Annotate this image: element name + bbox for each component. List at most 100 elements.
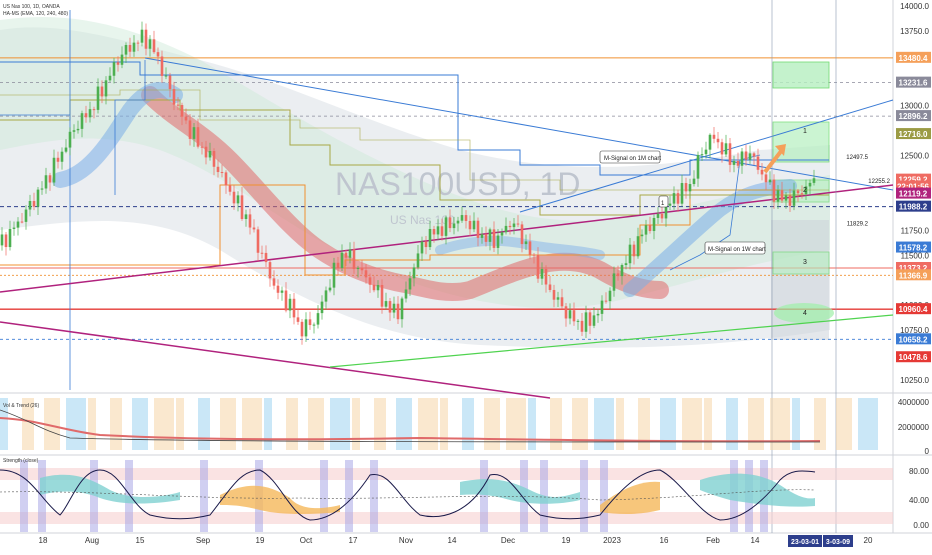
candle-body [768, 179, 772, 183]
orange-arrow-head [775, 144, 786, 156]
strength-pane [0, 460, 893, 532]
candle-body [496, 235, 500, 248]
vol-bar [286, 398, 298, 450]
candle-body [392, 303, 396, 313]
candle-body [400, 298, 404, 320]
candle-body [56, 157, 60, 162]
candle-body [100, 86, 104, 97]
candle-body [260, 252, 264, 254]
vol-bar [418, 398, 438, 450]
strength-stripe [320, 460, 328, 532]
candle-body [164, 75, 168, 77]
candle-body [76, 128, 80, 131]
price-label-bg [896, 303, 931, 315]
candle-body [680, 183, 684, 204]
candle-body [672, 193, 676, 204]
candle-body [236, 195, 240, 204]
vol-bar [616, 398, 624, 450]
candle-body [360, 267, 364, 271]
price-label-bg [896, 128, 931, 140]
vol-bar [242, 398, 262, 450]
candle-body [608, 290, 612, 302]
candle-body [96, 86, 100, 110]
candle-body [692, 178, 696, 185]
vol-bar [814, 398, 826, 450]
candle-body [112, 62, 116, 76]
price-label: 12259.2 [899, 176, 928, 185]
candle-body [168, 75, 172, 90]
candle-body [624, 263, 628, 266]
candle-body [300, 321, 304, 337]
candle-body [228, 185, 232, 192]
candle-body [344, 252, 348, 258]
vol-bar [352, 398, 360, 450]
candle-body [796, 190, 800, 194]
candle-body [152, 39, 156, 53]
vol-bar [154, 398, 174, 450]
strength-stripe [345, 460, 353, 532]
candle-body [368, 277, 372, 285]
candle-body [396, 303, 400, 320]
candle-body [752, 153, 756, 157]
candle-body [328, 287, 332, 291]
x-highlight-label: 23-03-01 [791, 539, 819, 546]
vol-bar [594, 398, 614, 450]
price-label-bg [896, 269, 931, 281]
price-label-bg [896, 173, 931, 185]
candle-body [116, 62, 120, 65]
candle-body [556, 297, 560, 300]
candle-body [700, 154, 704, 156]
candle-body [644, 225, 648, 235]
candle-body [304, 319, 308, 337]
candle-body [284, 290, 288, 311]
candle-body [604, 300, 608, 302]
price-label: 12896.2 [899, 112, 928, 121]
candle-body [256, 229, 260, 253]
price-label: 12119.2 [899, 190, 928, 199]
vol-bar [572, 398, 588, 450]
price-label: 10960.4 [899, 305, 928, 314]
price-label-bg [896, 200, 931, 212]
candle-body [364, 270, 368, 278]
candle-body [248, 214, 252, 228]
candle-body [28, 200, 32, 210]
vol-bar [88, 398, 96, 450]
vol-bar [748, 398, 764, 450]
price-label-bg [896, 333, 931, 345]
strength-area-orange [220, 485, 340, 515]
x-tick-label: 2023 [603, 536, 621, 545]
strength-midline [0, 489, 816, 501]
y-tick-label: 11500.0 [901, 251, 930, 260]
vol-bar [110, 398, 122, 450]
candle-body [272, 278, 276, 286]
vol-bar [440, 398, 448, 450]
candle-body [340, 252, 344, 269]
candle-body [84, 113, 88, 118]
candle-body [380, 284, 384, 307]
vol-bar [264, 398, 272, 450]
candle-body [568, 310, 572, 319]
candle-body [292, 298, 296, 318]
candle-body [184, 116, 188, 121]
candle-body [252, 227, 256, 230]
candle-body [40, 188, 44, 190]
strength-tick: 80.00 [909, 467, 930, 476]
candle-body [172, 89, 176, 105]
vol-trend-line [0, 417, 821, 443]
price-label: 11578.2 [899, 244, 928, 253]
candle-body [92, 109, 96, 111]
candle-body [696, 154, 700, 179]
vol-line [0, 409, 821, 443]
candle-body [204, 146, 208, 158]
candle-body [592, 315, 596, 326]
candle-body [580, 320, 584, 332]
vol-bar [462, 398, 474, 450]
candle-body [332, 262, 336, 288]
candle-body [508, 225, 512, 228]
candle-body [196, 127, 200, 147]
candle-body [756, 156, 760, 170]
candle-body [192, 127, 196, 139]
candle-body [536, 255, 540, 279]
x-tick-label: 19 [562, 536, 571, 545]
